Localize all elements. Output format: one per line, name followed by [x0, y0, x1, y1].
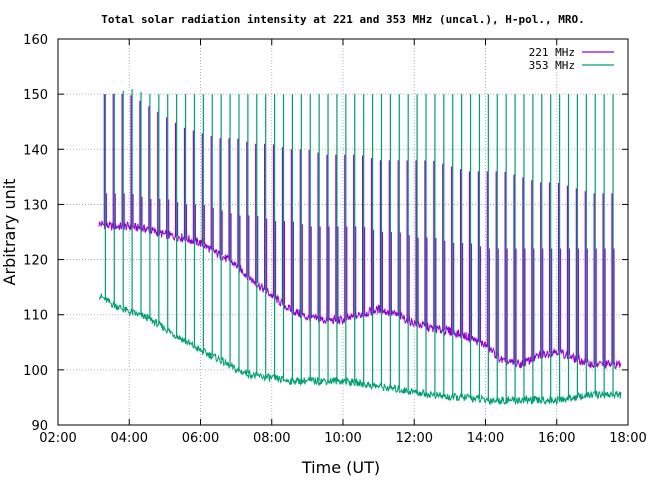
x-tick-label: 16:00	[538, 431, 575, 446]
y-tick-label: 110	[23, 309, 48, 324]
x-axis-label: Time (UT)	[301, 458, 380, 477]
x-tick-label: 12:00	[396, 431, 433, 446]
legend-label: 221 MHz	[529, 46, 575, 59]
y-tick-label: 120	[23, 254, 48, 269]
y-tick-label: 100	[23, 364, 48, 379]
y-tick-label: 150	[23, 88, 48, 103]
x-tick-label: 02:00	[39, 431, 76, 446]
legend-label: 353 MHz	[529, 59, 575, 72]
y-tick-label: 130	[23, 198, 48, 213]
y-tick-label: 90	[31, 419, 48, 434]
x-tick-label: 10:00	[324, 431, 361, 446]
series-353mhz	[98, 89, 622, 406]
chart-title: Total solar radiation intensity at 221 a…	[101, 13, 584, 26]
plot-area	[98, 89, 622, 406]
y-tick-label: 140	[23, 143, 48, 158]
x-tick-label: 04:00	[111, 431, 148, 446]
x-tick-label: 18:00	[609, 431, 646, 446]
x-tick-label: 08:00	[253, 431, 290, 446]
y-axis-label: Arbitrary unit	[0, 179, 19, 286]
series-221mhz	[98, 94, 622, 370]
grid	[58, 39, 628, 425]
series-line	[98, 293, 622, 406]
x-tick-label: 06:00	[182, 431, 219, 446]
x-tick-label: 14:00	[467, 431, 504, 446]
axis-ticks: 90 100 110 120 130 140 150 160 02:00 04:00 06:00 08…	[23, 33, 647, 446]
y-tick-label: 160	[23, 33, 48, 48]
